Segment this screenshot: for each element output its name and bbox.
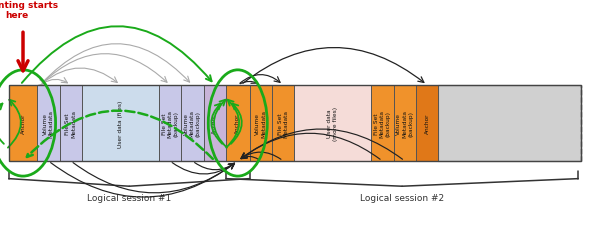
Text: User data (files): User data (files)	[118, 100, 123, 147]
Bar	[371, 86, 394, 161]
Text: Volume
Metadata: Volume Metadata	[255, 110, 266, 137]
Text: User data
(more files): User data (more files)	[327, 107, 338, 140]
Bar	[394, 86, 416, 161]
Text: Logical session #1: Logical session #1	[87, 193, 171, 202]
Bar	[416, 86, 438, 161]
Text: Anchor: Anchor	[21, 113, 25, 134]
Text: Anchor: Anchor	[212, 113, 217, 134]
Text: Logical session #2: Logical session #2	[360, 193, 444, 202]
Bar	[181, 86, 204, 161]
Text: File Set
Metadata
(backup): File Set Metadata (backup)	[374, 110, 391, 137]
Bar	[294, 86, 371, 161]
Text: Anchor: Anchor	[235, 113, 240, 134]
Text: File Set
Metadata: File Set Metadata	[65, 110, 76, 137]
Bar	[250, 86, 272, 161]
Bar	[272, 86, 294, 161]
Bar	[37, 86, 60, 161]
Bar	[9, 86, 581, 161]
Bar	[438, 86, 581, 161]
Bar	[82, 86, 159, 161]
Text: Volume
Metadata
(backup): Volume Metadata (backup)	[396, 110, 413, 137]
Text: Volume
Metadata: Volume Metadata	[43, 110, 54, 137]
Text: File Set
Metadata: File Set Metadata	[278, 110, 289, 137]
Bar	[159, 86, 181, 161]
Text: File Set
Metadata
(backup): File Set Metadata (backup)	[162, 110, 178, 137]
Bar	[226, 86, 250, 161]
Text: Volume
Metadata
(backup): Volume Metadata (backup)	[184, 110, 201, 137]
Text: Import / FS
mounting starts
here: Import / FS mounting starts here	[0, 0, 58, 20]
Bar	[9, 86, 37, 161]
Text: Anchor: Anchor	[425, 113, 430, 134]
Bar	[204, 86, 226, 161]
Bar	[60, 86, 82, 161]
